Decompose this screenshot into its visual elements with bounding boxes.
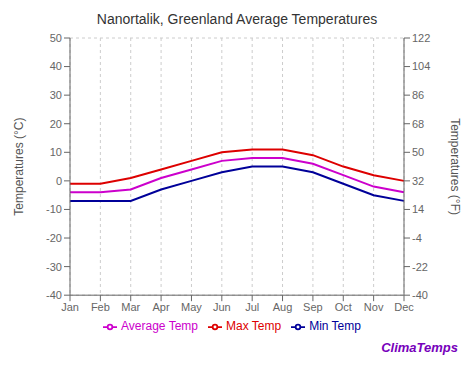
svg-text:-10: -10 bbox=[46, 203, 62, 215]
svg-text:Aug: Aug bbox=[273, 301, 293, 313]
svg-text:-20: -20 bbox=[46, 232, 62, 244]
svg-text:-40: -40 bbox=[46, 289, 62, 301]
svg-text:122: 122 bbox=[412, 32, 430, 44]
svg-text:20: 20 bbox=[50, 118, 62, 130]
svg-text:-22: -22 bbox=[412, 261, 428, 273]
html-text:Min Temp: Min Temp bbox=[309, 319, 361, 334]
svg-text:Feb: Feb bbox=[91, 301, 110, 313]
svg-text:0: 0 bbox=[56, 175, 62, 187]
svg-text:Jul: Jul bbox=[245, 301, 259, 313]
svg-text:Sep: Sep bbox=[303, 301, 323, 313]
svg-text:Jun: Jun bbox=[213, 301, 231, 313]
svg-text:Dec: Dec bbox=[394, 301, 414, 313]
svg-text:68: 68 bbox=[412, 118, 424, 130]
svg-text:-30: -30 bbox=[46, 261, 62, 273]
svg-text:50: 50 bbox=[50, 32, 62, 44]
svg-text:Temperatures (°C): Temperatures (°C) bbox=[12, 118, 26, 216]
svg-text:Apr: Apr bbox=[153, 301, 170, 313]
svg-text:Oct: Oct bbox=[335, 301, 352, 313]
svg-text:86: 86 bbox=[412, 89, 424, 101]
svg-text:Mar: Mar bbox=[121, 301, 140, 313]
svg-text:May: May bbox=[181, 301, 202, 313]
svg-text:40: 40 bbox=[50, 60, 62, 72]
svg-text:-4: -4 bbox=[412, 232, 422, 244]
svg-text:50: 50 bbox=[412, 146, 424, 158]
html-text:Nanortalik, Greenland Average: Nanortalik, Greenland Average Temperatur… bbox=[96, 11, 378, 27]
html-text:Max Temp: Max Temp bbox=[226, 319, 282, 334]
svg-text:Jan: Jan bbox=[61, 301, 79, 313]
svg-text:10: 10 bbox=[50, 146, 62, 158]
svg-text:-40: -40 bbox=[412, 289, 428, 301]
svg-text:30: 30 bbox=[50, 89, 62, 101]
html-text:ClimaTemps: ClimaTemps bbox=[381, 340, 458, 355]
html-text:Average Temp: Average Temp bbox=[121, 319, 198, 334]
svg-text:Nov: Nov bbox=[364, 301, 384, 313]
svg-text:104: 104 bbox=[412, 60, 430, 72]
svg-text:Temperatures (°F): Temperatures (°F) bbox=[448, 118, 462, 215]
svg-text:14: 14 bbox=[412, 203, 424, 215]
svg-text:32: 32 bbox=[412, 175, 424, 187]
